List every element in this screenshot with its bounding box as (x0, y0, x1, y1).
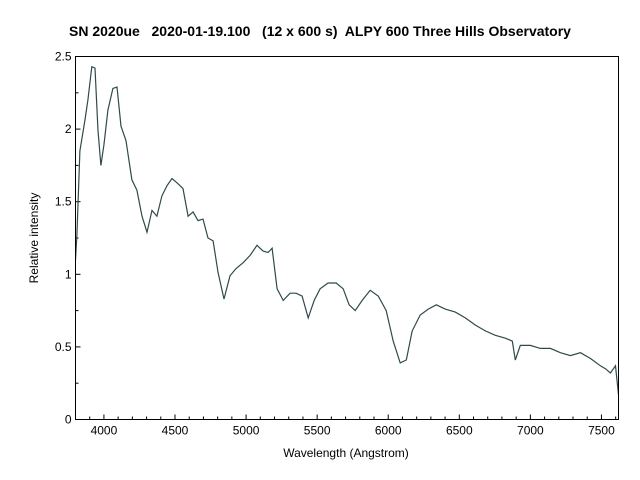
x-tick-label: 5500 (304, 424, 331, 438)
y-tick-label: 1.5 (55, 195, 72, 209)
y-axis-label: Relative intensity (27, 193, 41, 284)
spectrum-line (74, 65, 620, 395)
y-tick-label: 2 (65, 122, 72, 136)
y-tick-label: 2.5 (55, 50, 72, 64)
x-axis-label: Wavelength (Angstrom) (283, 446, 409, 460)
y-tick-label: 0.5 (55, 340, 72, 354)
x-tick-label: 4000 (91, 424, 118, 438)
y-tick-label: 0 (65, 413, 72, 427)
x-tick-label: 7000 (517, 424, 544, 438)
x-tick-label: 5000 (233, 424, 260, 438)
x-tick-label: 4500 (162, 424, 189, 438)
plot-frame (75, 56, 619, 420)
x-tick-label: 6000 (375, 424, 402, 438)
chart-title: SN 2020ue 2020-01-19.100 (12 x 600 s) AL… (69, 23, 571, 39)
y-tick-label: 1 (65, 267, 72, 281)
x-tick-label: 6500 (446, 424, 473, 438)
x-tick-label: 7500 (588, 424, 615, 438)
